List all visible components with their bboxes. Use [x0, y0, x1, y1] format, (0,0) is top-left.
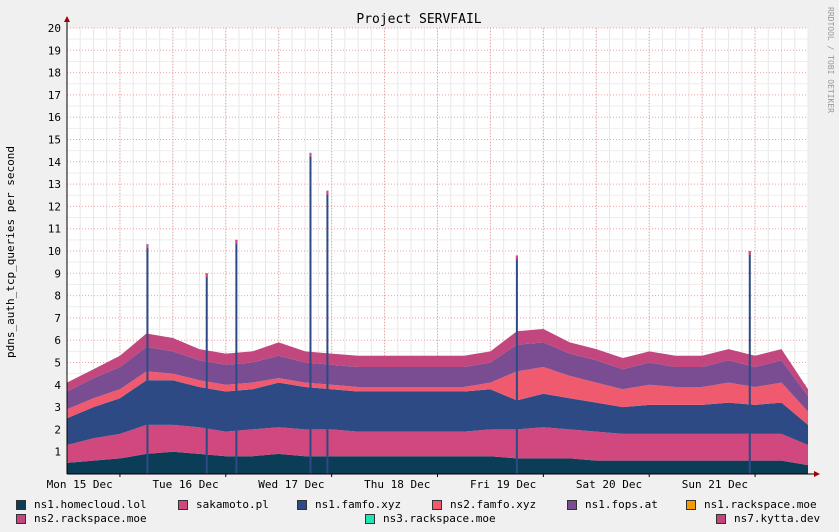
y-tick-label: 17 — [48, 89, 61, 102]
spike-bar — [205, 273, 208, 474]
legend-label: ns2.rackspace.moe — [34, 512, 147, 525]
area-series-ns1-famfo-xyz — [67, 380, 808, 445]
y-tick-label: 13 — [48, 178, 61, 191]
y-tick-label: 16 — [48, 111, 61, 124]
legend-label: ns3.rackspace.moe — [383, 512, 496, 525]
legend-item: ns1.fops.at — [567, 498, 658, 511]
spike-layer — [146, 152, 751, 475]
legend-label: sakamoto.pl — [196, 498, 269, 511]
spike-bar — [748, 251, 751, 474]
spike-cap — [515, 255, 518, 260]
y-tick-label: 12 — [48, 200, 61, 213]
spike-cap — [235, 239, 238, 244]
spike-cap — [146, 244, 149, 249]
spike-cap — [205, 273, 208, 278]
x-tick-label: Thu 18 Dec — [364, 478, 430, 491]
chart-title: Project SERVFAIL — [356, 12, 481, 27]
x-tick-label: Mon 15 Dec — [47, 478, 113, 491]
spike-bar — [146, 244, 149, 474]
legend-swatch — [686, 499, 696, 510]
legend-item: ns2.famfo.xyz — [432, 498, 536, 511]
spike-bar — [326, 190, 329, 475]
y-tick-label: 20 — [48, 22, 61, 35]
y-axis-label: pdns_auth_tcp_queries per second — [4, 146, 17, 358]
legend-swatch — [432, 499, 442, 510]
legend-swatch — [178, 499, 188, 510]
legend-item: ns3.rackspace.moe — [365, 512, 496, 525]
x-tick-label: Sat 20 Dec — [576, 478, 642, 491]
area-series-ns1-fops-at — [67, 342, 808, 412]
legend-swatch — [16, 499, 26, 510]
spike-bar — [515, 255, 518, 474]
y-tick-label: 9 — [54, 267, 61, 280]
y-tick-label: 15 — [48, 134, 61, 147]
spike-cap — [309, 152, 312, 157]
y-tick-label: 7 — [54, 312, 61, 325]
legend-item: ns1.rackspace.moe — [686, 498, 817, 511]
y-axis-arrow — [64, 16, 70, 22]
area-series-ns2-famfo-xyz — [67, 367, 808, 425]
y-tick-label: 1 — [54, 446, 61, 459]
legend-label: ns2.famfo.xyz — [450, 498, 537, 511]
spike-bar — [235, 239, 238, 474]
y-tick-label: 19 — [48, 44, 61, 57]
x-tick-label: Wed 17 Dec — [258, 478, 324, 491]
y-tick-label: 5 — [54, 357, 61, 370]
y-tick-label: 4 — [54, 379, 61, 392]
y-tick-label: 10 — [48, 245, 61, 258]
area-series-ns2-rackspace-moe — [67, 329, 808, 396]
x-tick-label: Fri 19 Dec — [470, 478, 536, 491]
x-axis-arrow — [814, 471, 820, 477]
legend-item: ns1.famfo.xyz — [297, 498, 401, 511]
area-layer — [67, 329, 808, 474]
legend-item: ns2.rackspace.moe — [16, 512, 147, 525]
spike-bar — [309, 152, 312, 474]
legend-item: ns1.homecloud.lol — [16, 498, 147, 511]
spike-cap — [326, 190, 329, 195]
spike-cap — [748, 251, 751, 255]
legend-label: ns7.kytta.dev — [734, 512, 821, 525]
legend-item: sakamoto.pl — [178, 498, 269, 511]
y-tick-label: 2 — [54, 423, 61, 436]
x-tick-label: Tue 16 Dec — [152, 478, 218, 491]
y-tick-label: 8 — [54, 290, 61, 303]
legend-swatch — [716, 513, 726, 524]
legend-label: ns1.fops.at — [585, 498, 658, 511]
rrdtool-watermark: RRDTOOL / TOBI OETIKER — [826, 7, 835, 113]
legend-item: ns7.kytta.dev — [716, 512, 820, 525]
legend-swatch — [297, 499, 307, 510]
legend-swatch — [16, 513, 26, 524]
legend-swatch — [567, 499, 577, 510]
area-series-ns1-homecloud-lol — [67, 451, 808, 474]
x-tick-label: Sun 21 Dec — [682, 478, 748, 491]
legend-label: ns1.famfo.xyz — [315, 498, 402, 511]
legend-swatch — [365, 513, 375, 524]
area-series-sakamoto-pl — [67, 424, 808, 466]
y-tick-label: 3 — [54, 401, 61, 414]
legend-label: ns1.homecloud.lol — [34, 498, 147, 511]
y-tick-label: 11 — [48, 223, 61, 236]
y-tick-label: 18 — [48, 67, 61, 80]
y-tick-label: 14 — [48, 156, 62, 169]
y-tick-label: 6 — [54, 334, 61, 347]
legend-label: ns1.rackspace.moe — [704, 498, 817, 511]
